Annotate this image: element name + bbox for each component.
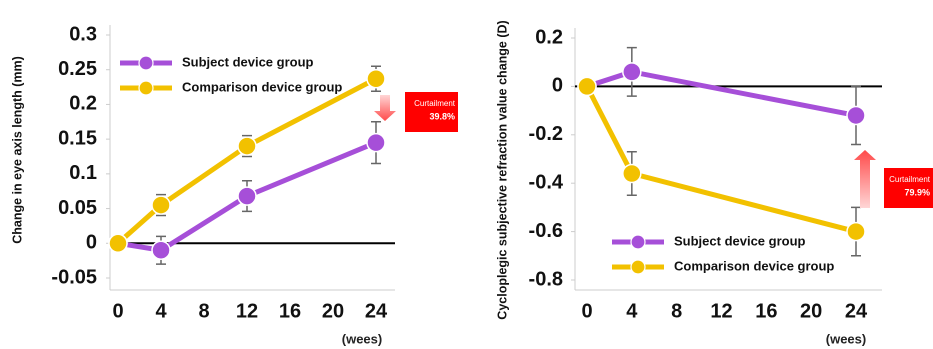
legend-marker [138,55,154,71]
y-tick-label: 0.2 [535,26,563,48]
y-tick-label: 0.25 [58,58,97,80]
x-tick-label: 0 [112,300,123,322]
x-tick-label: 24 [365,300,388,322]
x-tick-label: 8 [198,300,209,322]
legend-marker [630,234,646,250]
x-unit-label: (wees) [826,331,866,346]
data-point [151,240,171,260]
y-tick-label: 0.2 [69,93,97,115]
legend-marker [630,259,646,275]
y-tick-label: 0 [86,232,97,254]
annotation-box [405,92,458,132]
annotation-title: Curtailment [889,175,931,184]
series-line [116,76,378,246]
series-line [117,140,377,253]
y-axis-label: Cycloplegic subjective refraction value … [495,20,509,319]
y-tick-label: 0.3 [69,23,97,45]
y-tick-label: -0.4 [529,171,564,193]
legend-label: Subject device group [182,54,314,69]
annotation-box [884,168,933,208]
data-point [108,233,128,254]
data-point [151,195,171,215]
data-point [366,132,386,153]
legend-marker [138,80,154,96]
y-tick-label: -0.8 [529,268,563,290]
legend-label: Subject device group [674,233,806,248]
annotation-title: Curtailment [414,99,456,108]
data-point [577,76,597,97]
y-tick-label: -0.2 [529,123,563,145]
data-point [366,68,386,89]
x-tick-label: 12 [710,300,732,322]
y-tick-label: 0.05 [58,197,97,219]
x-tick-label: 24 [845,300,868,322]
legend-label: Comparison device group [674,258,834,273]
x-tick-label: 8 [671,300,682,322]
data-point [237,136,257,156]
data-point [237,186,257,206]
y-tick-label: 0.1 [69,162,97,184]
x-tick-label: 0 [581,300,592,322]
x-tick-label: 12 [236,300,258,322]
annotation-text: 39.8% [429,111,455,121]
annotation-arrow [854,150,876,208]
y-tick-label: -0.6 [529,220,563,242]
y-axis-label: Change in eye axis length (mm) [10,56,24,244]
y-tick-label: -0.05 [51,266,97,288]
x-tick-label: 20 [800,300,822,322]
data-point [622,62,642,82]
annotation-text: 79.9% [904,187,930,197]
x-tick-label: 4 [155,300,167,322]
y-tick-label: 0 [552,75,563,97]
x-unit-label: (wees) [342,331,382,346]
x-tick-label: 16 [755,300,777,322]
data-point [846,221,866,242]
x-tick-label: 4 [626,300,638,322]
legend-label: Comparison device group [182,79,342,94]
x-tick-label: 20 [322,300,344,322]
annotation-arrow [374,95,396,121]
data-point [846,105,866,126]
y-tick-label: 0.15 [58,127,97,149]
x-tick-label: 16 [279,300,301,322]
data-point [622,163,642,184]
